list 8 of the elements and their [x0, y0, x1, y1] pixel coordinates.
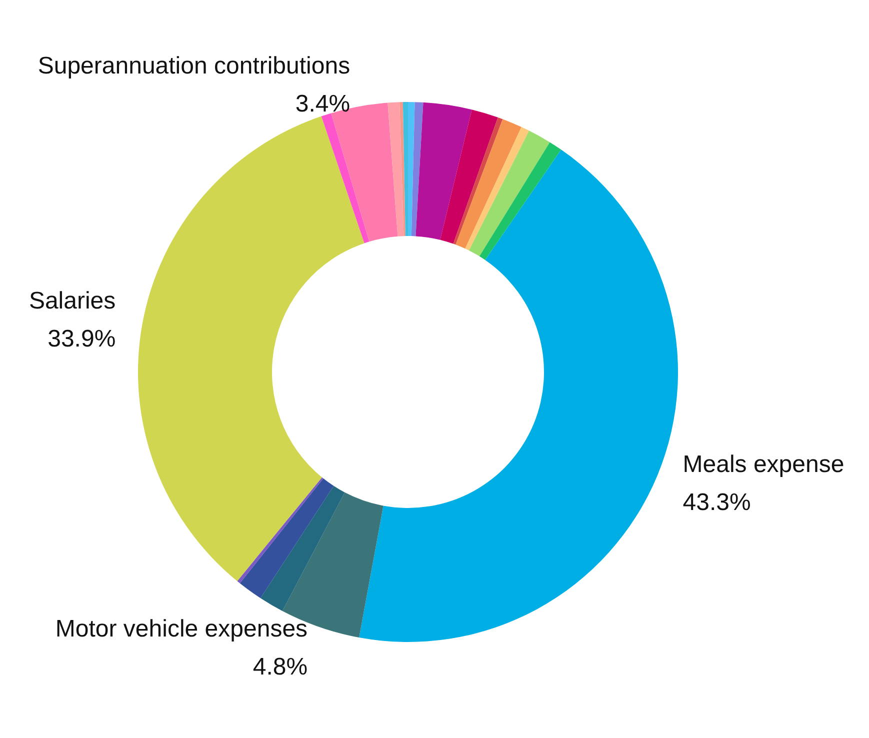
slice-label: Salaries: [28, 287, 116, 314]
slice-label: Meals expense: [682, 451, 844, 478]
data-label: 33.9%: [48, 325, 116, 352]
data-label: 3.4%: [295, 90, 350, 118]
slice-label: Superannuation contributions: [38, 52, 350, 80]
data-label: 4.8%: [252, 653, 308, 680]
data-label: 43.3%: [682, 489, 751, 516]
slice-label: Motor vehicle expenses: [55, 615, 308, 642]
